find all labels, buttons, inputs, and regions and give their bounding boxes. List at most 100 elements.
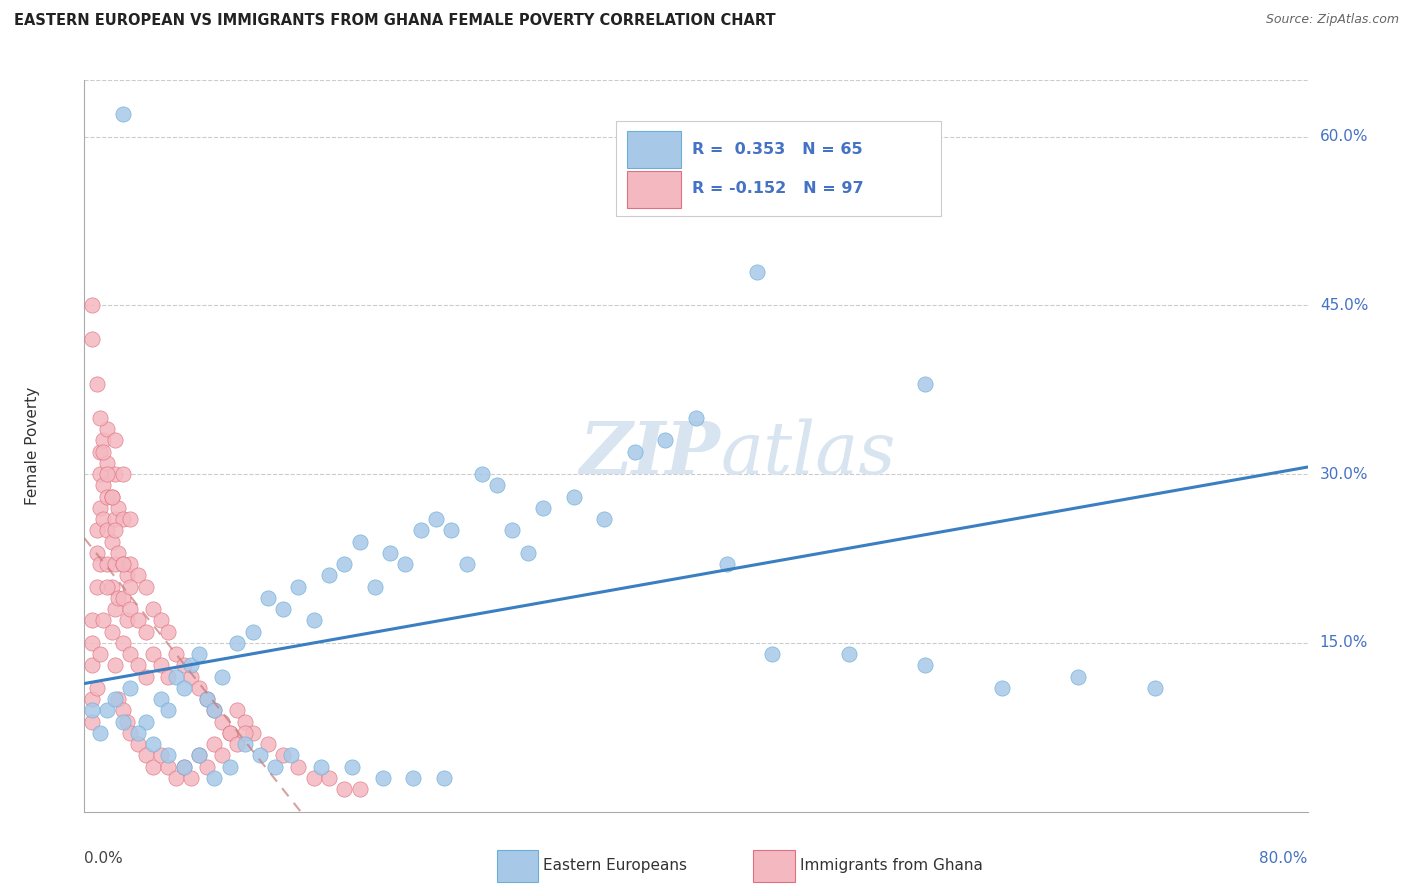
Point: [173, 681, 195, 695]
Point: [242, 726, 264, 740]
Point: [257, 591, 280, 605]
Point: [127, 726, 149, 740]
Point: [333, 557, 356, 571]
Point: [104, 524, 127, 538]
Point: [89, 557, 111, 571]
Point: [107, 546, 129, 560]
Point: [111, 557, 134, 571]
Point: [142, 602, 165, 616]
Point: [91, 512, 114, 526]
Point: [115, 568, 138, 582]
FancyBboxPatch shape: [496, 850, 538, 882]
Point: [761, 647, 783, 661]
Point: [624, 444, 647, 458]
Point: [433, 771, 456, 785]
Point: [380, 546, 402, 560]
Point: [80, 298, 103, 312]
Point: [96, 467, 118, 482]
Point: [89, 500, 111, 515]
Point: [914, 658, 936, 673]
Point: [86, 546, 108, 560]
Point: [349, 534, 371, 549]
Point: [96, 557, 118, 571]
Text: R = -0.152   N = 97: R = -0.152 N = 97: [692, 181, 863, 196]
Point: [226, 737, 249, 751]
Point: [104, 602, 127, 616]
Point: [80, 658, 103, 673]
Point: [127, 568, 149, 582]
Point: [149, 748, 172, 763]
Point: [218, 726, 240, 740]
Point: [311, 760, 333, 774]
Point: [111, 703, 134, 717]
Point: [838, 647, 860, 661]
Point: [287, 760, 309, 774]
Point: [914, 377, 936, 392]
Point: [96, 580, 118, 594]
Point: [188, 748, 211, 763]
Point: [593, 512, 616, 526]
Point: [120, 647, 142, 661]
Text: ZIP: ZIP: [579, 417, 720, 489]
Point: [157, 703, 180, 717]
Point: [96, 703, 118, 717]
Point: [135, 580, 157, 594]
Point: [107, 591, 129, 605]
Point: [371, 771, 394, 785]
Point: [333, 782, 356, 797]
Point: [195, 760, 218, 774]
Point: [516, 546, 538, 560]
Point: [471, 467, 494, 482]
Text: Eastern Europeans: Eastern Europeans: [543, 858, 688, 873]
Text: 45.0%: 45.0%: [1320, 298, 1368, 313]
Point: [280, 748, 302, 763]
Point: [111, 636, 134, 650]
Point: [157, 748, 180, 763]
Point: [211, 670, 233, 684]
Point: [188, 748, 211, 763]
Point: [425, 512, 447, 526]
Point: [562, 490, 585, 504]
Point: [120, 681, 142, 695]
Point: [96, 456, 118, 470]
Point: [111, 512, 134, 526]
Point: [180, 658, 202, 673]
Point: [91, 478, 114, 492]
Point: [89, 647, 111, 661]
Point: [101, 490, 124, 504]
FancyBboxPatch shape: [754, 850, 794, 882]
Point: [226, 703, 249, 717]
Point: [211, 748, 233, 763]
Point: [716, 557, 738, 571]
Point: [107, 500, 129, 515]
Point: [747, 264, 769, 278]
Point: [111, 107, 134, 121]
Point: [80, 332, 103, 346]
Point: [86, 580, 108, 594]
Point: [104, 692, 127, 706]
Point: [409, 524, 432, 538]
Point: [340, 760, 363, 774]
Text: R =  0.353   N = 65: R = 0.353 N = 65: [692, 142, 863, 156]
Point: [101, 580, 124, 594]
Point: [107, 692, 129, 706]
Point: [135, 748, 157, 763]
Point: [104, 512, 127, 526]
Point: [80, 614, 103, 628]
Point: [96, 422, 118, 436]
Point: [318, 568, 340, 582]
Point: [86, 681, 108, 695]
Point: [157, 670, 180, 684]
Point: [135, 624, 157, 639]
Point: [180, 771, 202, 785]
Point: [91, 434, 114, 448]
Point: [135, 670, 157, 684]
Point: [101, 534, 124, 549]
Point: [195, 692, 218, 706]
Text: 15.0%: 15.0%: [1320, 635, 1368, 650]
Point: [173, 760, 195, 774]
Point: [440, 524, 463, 538]
Point: [233, 737, 256, 751]
Point: [249, 748, 271, 763]
FancyBboxPatch shape: [627, 131, 682, 168]
